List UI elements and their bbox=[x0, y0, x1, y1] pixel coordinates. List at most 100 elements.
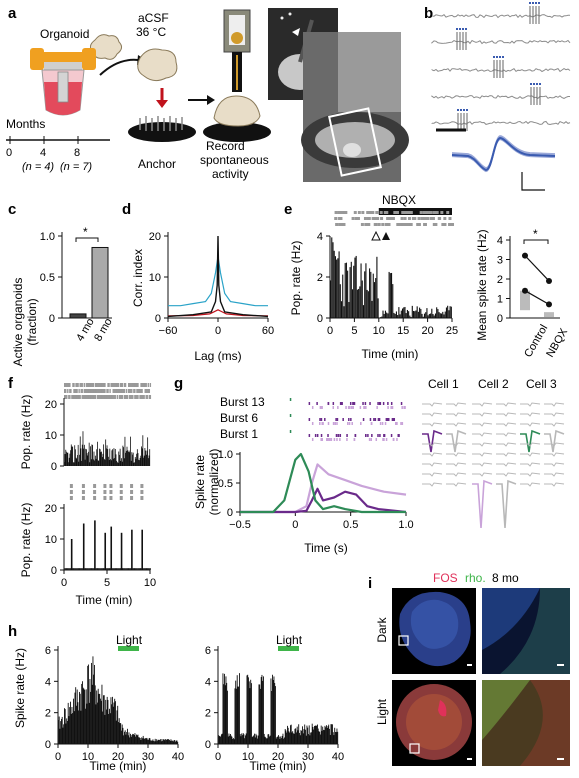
h-right-bar bbox=[218, 735, 219, 744]
f-burst-raster bbox=[140, 496, 144, 500]
f-raster-tick bbox=[112, 389, 114, 393]
g-raster-tick bbox=[308, 402, 311, 405]
f-baseline-bar bbox=[76, 568, 78, 570]
c-significance: * bbox=[83, 225, 88, 239]
e-rate-bar bbox=[399, 314, 401, 318]
f-raster-tick bbox=[64, 383, 66, 387]
i-dark-organoid-core bbox=[410, 599, 459, 649]
f-top-bar bbox=[75, 449, 76, 466]
f-top-bar bbox=[97, 460, 99, 466]
i-light-label: Light bbox=[375, 698, 389, 725]
h-right-bar bbox=[251, 737, 253, 744]
h-right-bar bbox=[263, 733, 265, 744]
h-right-bar bbox=[270, 678, 272, 744]
f-raster-tick bbox=[87, 389, 90, 393]
f-top-bar bbox=[64, 454, 66, 466]
h-left-bar bbox=[173, 740, 175, 744]
f-raster-tick bbox=[111, 395, 113, 399]
e-xlabel: Time (min) bbox=[362, 347, 419, 361]
h-right-bar bbox=[218, 736, 220, 744]
g-waveform-trace bbox=[520, 452, 541, 457]
f-burst-raster bbox=[69, 490, 73, 494]
h-right-bar bbox=[245, 735, 246, 744]
h-left-bar bbox=[114, 698, 116, 744]
g-waveform-trace bbox=[544, 452, 565, 457]
h-left-bar bbox=[90, 691, 92, 744]
f-top-bar bbox=[122, 445, 124, 466]
g-raster-tick bbox=[349, 406, 351, 409]
h-left-bar bbox=[126, 732, 128, 744]
h-right-bar bbox=[230, 733, 231, 744]
e-sig-bracket bbox=[523, 239, 549, 244]
f-burst-raster bbox=[81, 484, 85, 488]
e-raster-tick bbox=[340, 223, 344, 226]
e-rate-bar bbox=[365, 263, 367, 318]
recording-probe-icon bbox=[203, 9, 271, 142]
e-raster-tick bbox=[448, 217, 452, 220]
h-left-bar bbox=[107, 699, 109, 744]
f-raster-tick bbox=[69, 389, 71, 393]
h-left-bar bbox=[88, 664, 89, 744]
g-waveform-trace bbox=[446, 412, 467, 417]
f-raster-tick bbox=[139, 389, 141, 393]
f-baseline-bar bbox=[64, 568, 65, 570]
g-raster-tick bbox=[320, 438, 322, 441]
e-raster-tick bbox=[334, 211, 338, 214]
e-right-plot: 0 1 2 3 4 bbox=[497, 235, 554, 325]
f-baseline-bar bbox=[107, 568, 109, 570]
f-raster-tick bbox=[113, 383, 115, 387]
g-ytick-label: 0 bbox=[227, 507, 233, 519]
g-raster-tick bbox=[401, 406, 403, 409]
f-raster-tick bbox=[136, 395, 138, 399]
h-right-bar bbox=[227, 736, 229, 744]
h-right-bar bbox=[308, 734, 309, 744]
h-right-bar bbox=[275, 738, 277, 744]
h-left-bar bbox=[130, 733, 131, 744]
f-top-bar bbox=[132, 452, 134, 466]
h-right-bar bbox=[305, 729, 306, 744]
g-raster-tick bbox=[373, 418, 375, 421]
e-rate-bar bbox=[393, 312, 395, 318]
e-rate-bar bbox=[394, 313, 396, 318]
f-raster-tick bbox=[147, 389, 149, 393]
f-top-bar bbox=[91, 444, 93, 466]
f-baseline-bar bbox=[73, 568, 75, 570]
e-raster-tick bbox=[393, 211, 397, 214]
f-top-bar bbox=[117, 462, 119, 466]
red-arrowhead bbox=[156, 100, 168, 108]
f-top-ytick-label: 0 bbox=[51, 461, 57, 473]
h-left-bar bbox=[138, 737, 140, 744]
f-top-bar bbox=[129, 452, 131, 466]
g-raster-tick bbox=[342, 418, 344, 421]
h-left-bar bbox=[139, 737, 140, 744]
f-top-bar bbox=[103, 444, 105, 466]
g-waveform-trace bbox=[496, 412, 517, 417]
h-left-bar bbox=[136, 734, 137, 744]
e-point-nbqx bbox=[546, 301, 552, 308]
spike-marker bbox=[502, 56, 504, 58]
g-raster-tick bbox=[326, 438, 328, 441]
f-top-bar bbox=[82, 431, 84, 466]
h-left-bar bbox=[142, 735, 144, 744]
f-raster-tick bbox=[103, 383, 105, 387]
h-left-bar bbox=[140, 740, 142, 744]
f-baseline-bar bbox=[102, 568, 104, 570]
f-raster-tick bbox=[86, 389, 89, 393]
g-raster-tick bbox=[329, 438, 331, 441]
g-waveform-trace bbox=[446, 422, 467, 427]
h-left-bar bbox=[127, 728, 128, 744]
f-baseline-bar bbox=[134, 568, 136, 570]
h-left-bar bbox=[79, 691, 80, 744]
e-raster-tick bbox=[368, 211, 372, 214]
f-raster-tick bbox=[144, 389, 146, 393]
h-left-bar bbox=[86, 703, 88, 744]
g-raster-tick bbox=[404, 406, 406, 409]
g-raster-tick bbox=[350, 406, 353, 409]
f-baseline-bar bbox=[80, 568, 82, 570]
f-raster-tick bbox=[118, 389, 121, 393]
h-left-bar bbox=[58, 716, 60, 744]
h-left-bar bbox=[123, 735, 125, 744]
e-rate-bar bbox=[391, 272, 393, 318]
i-light-fos-hotspot bbox=[438, 700, 447, 717]
f-raster-tick bbox=[142, 395, 144, 399]
